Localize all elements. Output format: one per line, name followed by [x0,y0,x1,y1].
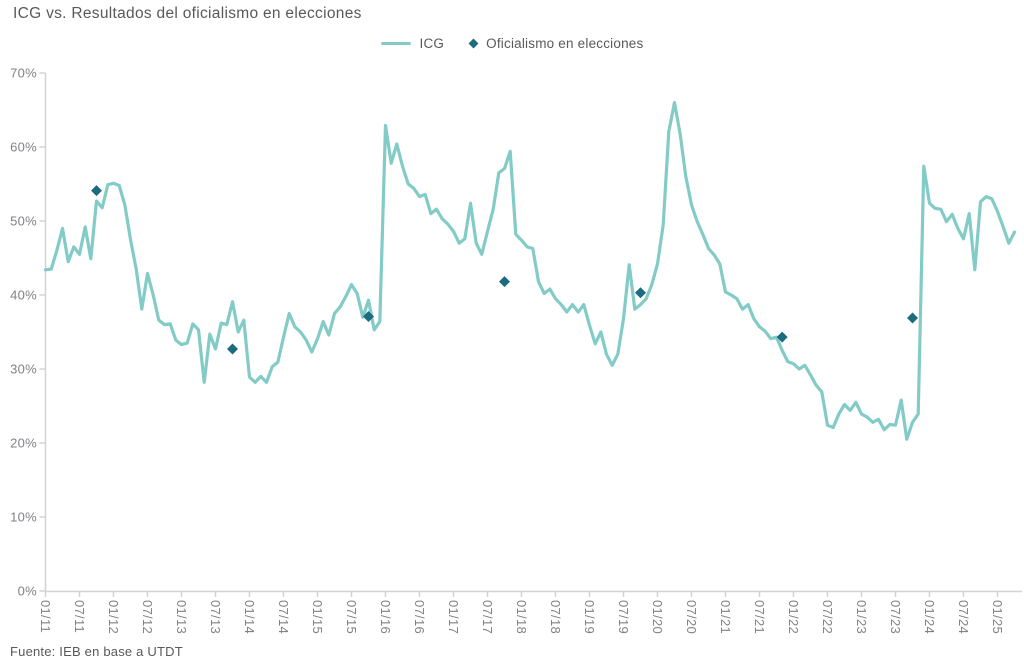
election-marker [499,276,510,288]
legend-label-oficialismo: Oficialismo en elecciones [486,36,644,51]
x-tick-label: 01/13 [174,600,189,634]
chart-legend: ICG Oficialismo en elecciones [0,36,1024,51]
x-tick-label: 07/23 [888,600,903,634]
y-tick-label: 60% [10,140,37,155]
x-tick-label: 07/21 [752,600,767,634]
x-tick-label: 01/14 [242,600,257,634]
x-tick-label: 07/16 [412,600,427,634]
x-tick-label: 07/19 [616,600,631,634]
election-marker [776,331,788,343]
x-tick-label: 01/22 [786,600,801,634]
y-tick-label: 10% [10,510,37,525]
x-tick-label: 01/11 [38,600,53,633]
election-marker [91,185,102,197]
y-tick-label: 70% [10,66,37,81]
x-tick-label: 01/16 [378,600,393,634]
x-tick-label: 01/17 [446,600,461,634]
legend-label-icg: ICG [419,36,445,51]
x-tick-label: 01/18 [514,600,529,634]
x-tick-label: 07/14 [276,600,291,634]
y-tick-label: 40% [10,288,37,303]
legend-item-oficialismo: Oficialismo en elecciones [468,36,644,51]
x-tick-label: 07/20 [684,600,699,634]
x-tick-label: 07/12 [140,600,155,634]
y-tick-label: 50% [10,214,37,229]
x-tick-label: 07/24 [956,600,971,634]
x-tick-label: 07/18 [548,600,563,634]
election-marker [227,343,238,355]
x-tick-label: 01/21 [718,600,733,634]
y-tick-label: 0% [18,584,38,599]
y-tick-label: 20% [10,436,37,451]
x-tick-label: 01/20 [650,600,665,634]
x-tick-label: 07/13 [208,600,223,634]
x-tick-label: 07/22 [820,600,835,634]
x-tick-label: 01/23 [854,600,869,634]
legend-item-icg: ICG [380,36,445,51]
x-tick-label: 01/15 [310,600,325,634]
election-marker [635,287,646,299]
y-tick-label: 30% [10,362,37,377]
x-tick-label: 01/25 [990,600,1005,634]
x-tick-label: 01/12 [106,600,121,634]
election-marker [907,312,918,324]
x-tick-label: 01/24 [922,600,937,634]
source-note: Fuente: IEB en base a UTDT [10,644,183,659]
x-tick-label: 01/19 [582,600,597,634]
election-marker [363,310,374,322]
legend-line-swatch [380,41,411,46]
icg-line [43,100,1017,441]
chart-title: ICG vs. Resultados del oficialismo en el… [13,5,362,22]
x-tick-label: 07/15 [344,600,359,634]
x-tick-label: 07/11 [72,600,87,633]
x-tick-label: 07/17 [480,600,495,634]
